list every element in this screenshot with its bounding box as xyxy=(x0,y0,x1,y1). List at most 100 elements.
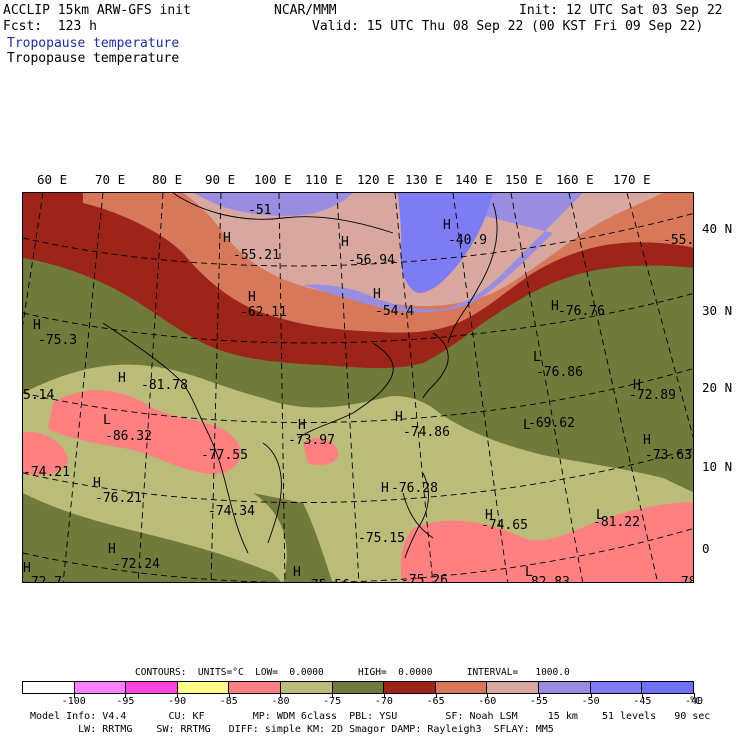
temperature-value: -73.63 xyxy=(645,448,692,463)
tick-label: -45 xyxy=(633,696,652,707)
lon-label: 70 E xyxy=(95,172,126,187)
band-minus55-minus50-east xyxy=(303,193,583,313)
temperature-value: -82.83 xyxy=(523,575,570,583)
temperature-value: -72.89 xyxy=(629,388,676,403)
temperature-value: -69.62 xyxy=(528,416,575,431)
lat-label: 30 N xyxy=(702,303,733,318)
temperature-value: -76.76 xyxy=(558,304,605,319)
lat-label: 0 xyxy=(702,541,710,556)
temperature-value: -76.21 xyxy=(95,491,142,506)
tick-label: -85 xyxy=(219,696,238,707)
temperature-value: -81.78 xyxy=(141,378,188,393)
lat-label: 10 N xyxy=(702,459,733,474)
band-minus75-minus70-south xyxy=(23,493,282,582)
band-minus85-minus80-1 xyxy=(48,390,241,474)
tick-mark xyxy=(73,693,75,698)
temperature-value: -74.65 xyxy=(481,518,528,533)
map-svg xyxy=(23,193,693,582)
tick-mark xyxy=(332,693,334,698)
tick-label: -50 xyxy=(581,696,600,707)
band-minus75-minus70-east xyxy=(253,493,333,582)
forecast-hour: Fcst: 123 h xyxy=(3,19,97,34)
tick-label: -90 xyxy=(168,696,187,707)
low-marker: L xyxy=(596,508,604,523)
tick-label: -75 xyxy=(323,696,342,707)
lon-label: 130 E xyxy=(405,172,443,187)
temperature-value: -56.94 xyxy=(348,253,395,268)
model-info-line2: LW: RRTMG SW: RRTMG DIFF: simple KM: 2D … xyxy=(30,724,554,735)
band-minus85-minus80-3 xyxy=(400,502,693,582)
field-name: Tropopause temperature xyxy=(7,51,180,66)
high-marker: H xyxy=(293,565,301,580)
tick-mark xyxy=(590,693,592,698)
organization: NCAR/MMM xyxy=(274,3,337,18)
color-swatch xyxy=(281,682,333,693)
temperature-value: -73.97 xyxy=(288,433,335,448)
temperature-value: -86.32 xyxy=(105,429,152,444)
lat-label: 40 N xyxy=(702,221,733,236)
tick-mark xyxy=(538,693,540,698)
temperature-value: -62.11 xyxy=(240,305,287,320)
band-minus85-minus80-4 xyxy=(303,437,339,465)
temperature-value: -76.28 xyxy=(391,481,438,496)
graticule xyxy=(23,193,693,582)
temperature-value: -74.86 xyxy=(403,425,450,440)
temperature-value: -74.34 xyxy=(208,504,255,519)
tick-mark xyxy=(125,693,127,698)
temperature-value: -75.56 xyxy=(303,578,350,582)
temperature-value: -75.3 xyxy=(38,333,78,348)
temperature-value: -72.7 xyxy=(23,575,63,583)
valid-time: Valid: 15 UTC Thu 08 Sep 22 (00 KST Fri … xyxy=(312,19,704,34)
temperature-value: -51 xyxy=(248,203,272,218)
temperature-value: 5.14 xyxy=(23,388,55,403)
temperature-value: -75.26 xyxy=(401,573,448,583)
high-marker: H xyxy=(108,542,116,557)
high-marker: H xyxy=(395,410,403,425)
color-swatch xyxy=(126,682,178,693)
high-marker: H xyxy=(298,418,306,433)
contour-info: CONTOURS: UNITS=°C LOW= 0.0000 HIGH= 0.0… xyxy=(135,667,570,678)
temperature-value: -55. xyxy=(663,233,694,248)
high-marker: H xyxy=(223,231,231,246)
tick-label: -100 xyxy=(61,696,86,707)
tick-mark xyxy=(280,693,282,698)
tick-label: -55 xyxy=(529,696,548,707)
lon-label: 60 E xyxy=(37,172,68,187)
color-swatch xyxy=(23,682,75,693)
high-marker: H xyxy=(341,235,349,250)
lon-label: 110 E xyxy=(305,172,343,187)
color-swatch xyxy=(539,682,591,693)
tick-label: -40 xyxy=(685,696,704,707)
high-marker: H xyxy=(485,508,493,523)
band-minus85-minus80-2 xyxy=(23,432,68,475)
tick-mark xyxy=(487,693,489,698)
high-marker: H xyxy=(381,481,389,496)
high-marker: H xyxy=(248,290,256,305)
color-bar xyxy=(22,681,694,694)
tick-label: -60 xyxy=(478,696,497,707)
temperature-value: -54.4 xyxy=(375,304,415,319)
band-minus55-minus50 xyxy=(193,193,353,216)
low-marker: L xyxy=(523,418,531,433)
tick-mark xyxy=(383,693,385,698)
color-swatch xyxy=(332,682,385,693)
low-marker: L xyxy=(103,413,111,428)
color-swatch xyxy=(229,682,282,693)
field-name-blue: Tropopause temperature xyxy=(7,36,180,51)
tick-mark xyxy=(642,693,644,698)
temperature-value: -40.9 xyxy=(448,233,488,248)
temperature-value: -55.21 xyxy=(233,248,280,263)
tick-mark xyxy=(694,693,695,698)
temperature-value: -76.86 xyxy=(536,365,583,380)
lat-label: 20 N xyxy=(702,380,733,395)
unit-label: °C xyxy=(689,696,702,707)
lon-label: 170 E xyxy=(613,172,651,187)
temperature-value: -75.15 xyxy=(358,531,405,546)
high-marker: H xyxy=(93,476,101,491)
tropopause-temperature-map: H -55.21 H -56.94 H -40.9 -55. H -62.11 H -54.4 H -7… xyxy=(22,192,694,583)
color-swatch xyxy=(177,682,230,693)
temperature-value: -74.21 xyxy=(23,465,70,480)
tick-mark xyxy=(435,693,437,698)
temperature-value: -72.24 xyxy=(113,557,160,572)
lon-label: 90 E xyxy=(205,172,236,187)
